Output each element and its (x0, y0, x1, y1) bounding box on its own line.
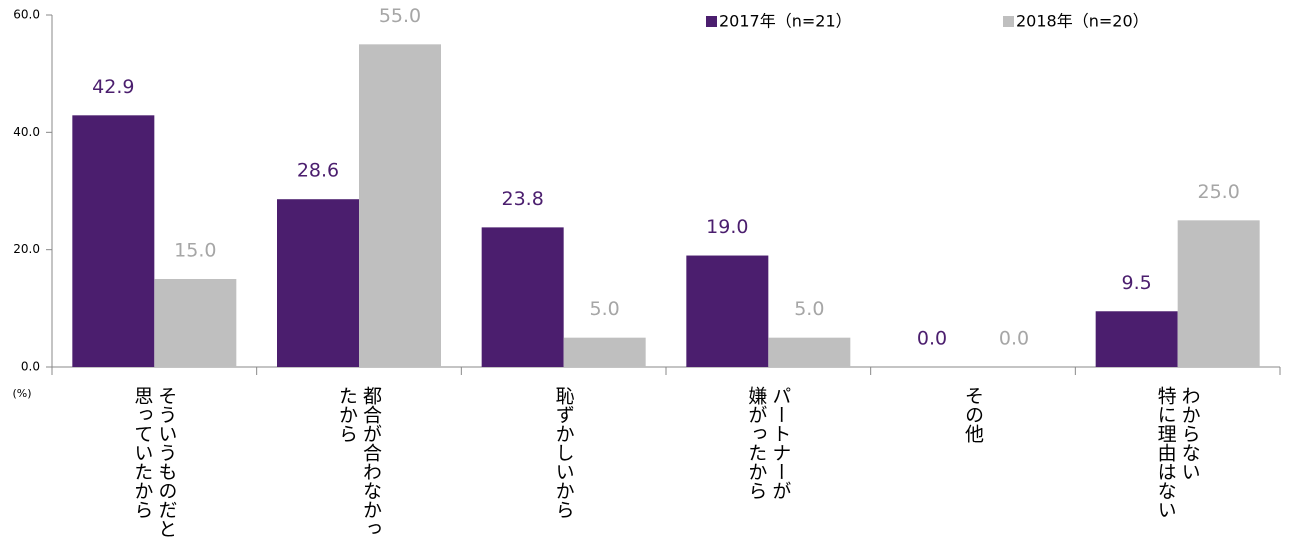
unit-label: (%) (12, 387, 31, 400)
value-label: 0.0 (999, 328, 1029, 350)
bar (563, 337, 646, 367)
x-tick-label: その他 (962, 386, 984, 443)
y-tick-label: 60.0 (13, 8, 40, 22)
legend-label: 2018年（n=20） (1016, 12, 1149, 31)
legend-swatch (706, 16, 717, 27)
bar (768, 337, 851, 367)
x-tick-label: 都合が合わなかっ たから (336, 386, 382, 538)
x-tick-label: そういうものだと 思っていたから (131, 386, 178, 538)
value-label: 25.0 (1198, 181, 1240, 203)
bar (686, 255, 769, 367)
value-label: 5.0 (590, 298, 620, 320)
value-label: 42.9 (92, 76, 134, 98)
value-label: 0.0 (917, 328, 947, 350)
value-label: 9.5 (1122, 272, 1152, 294)
value-label: 23.8 (502, 188, 544, 210)
legend-label: 2017年（n=21） (719, 12, 852, 31)
value-label: 55.0 (379, 5, 421, 27)
value-label: 19.0 (706, 216, 748, 238)
y-tick-label: 20.0 (13, 242, 40, 256)
x-tick-label: パートナーが 嫌がったから (745, 386, 792, 500)
bar (481, 227, 564, 367)
x-tick-label: 恥ずかしいから (552, 386, 575, 519)
bar (72, 115, 155, 367)
bar (277, 199, 359, 367)
x-tick-label: わからない 特に理由はない (1154, 386, 1201, 519)
bar (1177, 220, 1260, 367)
bar (1095, 311, 1178, 367)
bar (154, 279, 237, 367)
value-label: 28.6 (297, 160, 339, 182)
bar (359, 44, 441, 367)
y-tick-label: 0.0 (21, 360, 40, 374)
legend-swatch (1003, 16, 1014, 27)
value-label: 15.0 (174, 240, 216, 262)
y-tick-label: 40.0 (13, 125, 40, 139)
value-label: 5.0 (794, 298, 824, 320)
